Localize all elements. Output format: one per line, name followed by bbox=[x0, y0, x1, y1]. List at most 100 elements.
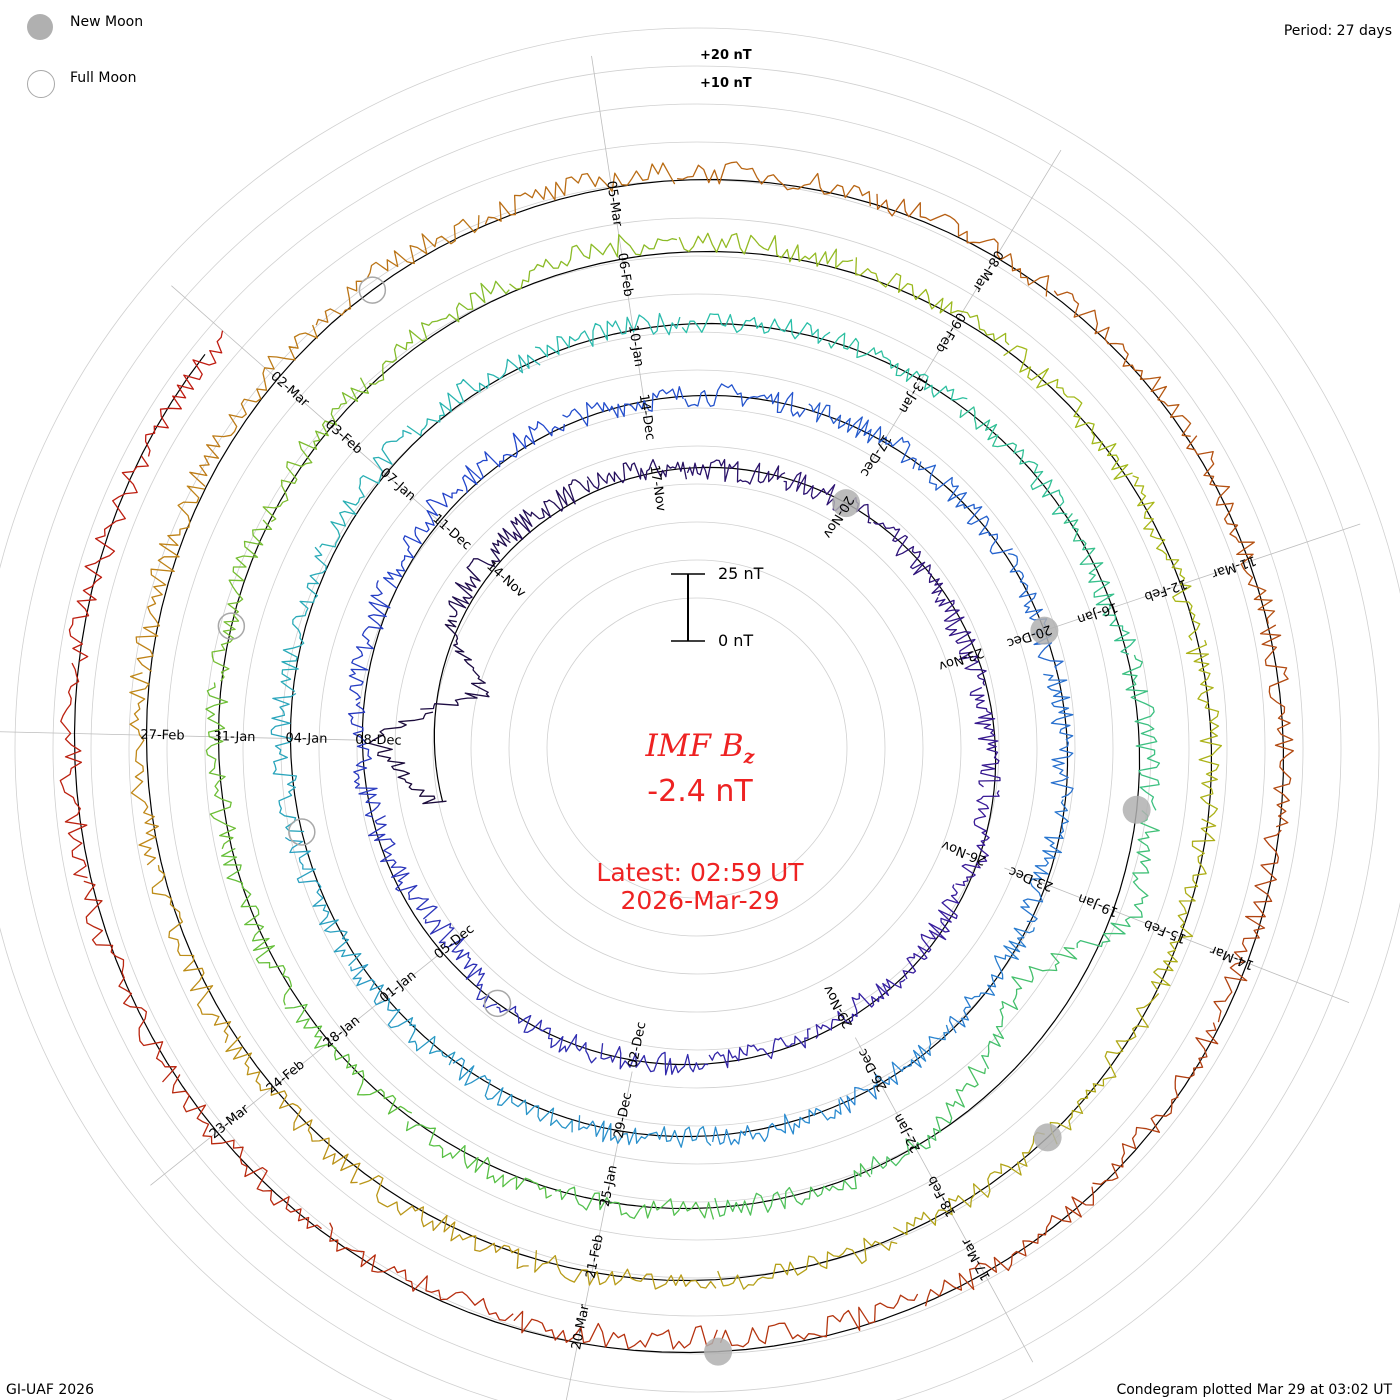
bz-trace-segment bbox=[220, 847, 293, 1006]
grid-ring bbox=[166, 217, 1228, 1279]
parameter-name: IMF B bbox=[645, 728, 744, 764]
bz-trace-segment bbox=[684, 383, 807, 418]
bz-trace-segment bbox=[959, 406, 1068, 515]
bz-trace-segment bbox=[969, 686, 1001, 788]
grid-ring bbox=[14, 65, 1380, 1400]
date-label: 24-Feb bbox=[264, 1057, 308, 1096]
date-label: 18-Feb bbox=[925, 1173, 959, 1219]
date-label: 27-Feb bbox=[140, 728, 185, 744]
bz-trace-segment bbox=[502, 479, 590, 542]
day-spoke bbox=[1009, 523, 1361, 643]
bz-trace-segment bbox=[1185, 639, 1223, 818]
bz-trace-segment bbox=[783, 471, 872, 524]
bz-trace-segment bbox=[284, 836, 362, 967]
full-moon-marker bbox=[358, 276, 387, 304]
bz-trace-segment bbox=[555, 1186, 715, 1220]
bz-trace-segment bbox=[1043, 673, 1074, 799]
bz-trace-segment bbox=[934, 596, 987, 686]
bz-trace-segment bbox=[586, 458, 688, 490]
bz-trace-segment bbox=[262, 377, 370, 523]
day-spoke bbox=[591, 55, 648, 422]
grid-ring bbox=[470, 521, 924, 975]
parameter-title: IMF Bz bbox=[0, 728, 1400, 768]
credit-label: GI-UAF 2026 bbox=[6, 1382, 94, 1398]
bz-trace-segment bbox=[534, 1250, 717, 1290]
bz-trace-segment bbox=[948, 927, 1035, 1034]
date-label: 23-Mar bbox=[207, 1101, 253, 1142]
day-spoke bbox=[1004, 867, 1350, 1004]
zero-line bbox=[73, 178, 1285, 1354]
date-label: 11-Dec bbox=[429, 511, 474, 553]
bz-trace-segment bbox=[1003, 345, 1133, 480]
bz-trace-segment bbox=[1008, 552, 1064, 671]
bz-trace-segment bbox=[144, 330, 224, 457]
bz-trace-segment bbox=[151, 864, 232, 1044]
bz-trace-segment bbox=[368, 815, 438, 920]
bz-trace-segment bbox=[405, 1121, 552, 1199]
scale-bar-top-label: 25 nT bbox=[718, 564, 764, 583]
date-label: 17-Nov bbox=[646, 464, 668, 513]
latest-date: 2026-Mar-29 bbox=[620, 886, 780, 915]
bz-trace-segment bbox=[1259, 624, 1294, 828]
bz-trace-segment bbox=[270, 692, 305, 833]
bz-trace-segment bbox=[424, 919, 498, 1009]
bz-trace-segment bbox=[1020, 799, 1069, 923]
date-label: 21-Feb bbox=[583, 1233, 606, 1279]
date-label: 22-Jan bbox=[891, 1111, 924, 1155]
date-label: 29-Nov bbox=[820, 982, 856, 1030]
bz-trace-segment bbox=[686, 458, 786, 485]
new-moon-marker bbox=[1122, 795, 1151, 824]
full-moon-marker bbox=[483, 989, 512, 1018]
bz-trace-segment bbox=[452, 1057, 573, 1133]
parameter-value: -2.4 nT bbox=[647, 774, 753, 809]
bz-trace-segment bbox=[839, 1024, 950, 1114]
period-label: Period: 27 days bbox=[1283, 23, 1392, 39]
bz-trace-segment bbox=[83, 880, 177, 1083]
date-label: 03-Feb bbox=[322, 417, 365, 457]
bz-trace-segment bbox=[534, 312, 681, 358]
date-label: 09-Feb bbox=[932, 309, 968, 355]
bz-trace-segment bbox=[1150, 818, 1217, 991]
bz-trace-segment bbox=[855, 257, 1010, 346]
day-spoke bbox=[565, 1071, 633, 1400]
date-label: 13-Jan bbox=[895, 372, 930, 416]
bz-trace-segment bbox=[462, 421, 565, 493]
grid-ring bbox=[280, 331, 1114, 1165]
new-moon-marker bbox=[1033, 1123, 1062, 1152]
parameter-subscript: z bbox=[743, 746, 755, 769]
bz-trace-segment bbox=[1092, 1022, 1219, 1185]
bz-trace-segment bbox=[955, 790, 1000, 887]
bz-trace-segment bbox=[924, 1186, 1095, 1307]
bz-trace-segment bbox=[383, 488, 464, 589]
date-label: 14-Dec bbox=[636, 393, 658, 441]
grid-ring bbox=[432, 483, 962, 1013]
bz-trace-segment bbox=[319, 429, 412, 548]
new-moon-legend-icon bbox=[27, 14, 53, 40]
grid-ring bbox=[52, 103, 1342, 1393]
grid-ring bbox=[508, 559, 886, 937]
bz-trace-segment bbox=[369, 280, 510, 385]
bz-trace-segment bbox=[828, 332, 968, 401]
date-label: 17-Dec bbox=[857, 432, 894, 479]
bz-trace-segment bbox=[917, 461, 1013, 555]
bz-trace-segment bbox=[359, 1175, 529, 1269]
bz-trace-segment bbox=[719, 1293, 919, 1348]
moon-markers bbox=[217, 276, 1151, 1366]
date-label: 10-Jan bbox=[625, 324, 646, 368]
bz-trace-segment bbox=[870, 1066, 987, 1175]
bz-trace-segment bbox=[513, 1310, 718, 1350]
date-label: 14-Nov bbox=[483, 559, 528, 601]
new-moon-marker bbox=[1030, 616, 1059, 645]
grid-ring bbox=[90, 141, 1304, 1355]
bz-trace-segment bbox=[678, 232, 854, 269]
bz-trace-segment bbox=[600, 1043, 709, 1076]
bz-trace-segment bbox=[708, 1028, 811, 1069]
bz-trace-segment bbox=[1186, 435, 1276, 624]
grid-rings bbox=[0, 27, 1400, 1400]
date-label: 25-Jan bbox=[598, 1164, 621, 1208]
date-label: 07-Jan bbox=[377, 465, 418, 504]
bz-trace-segment bbox=[448, 532, 511, 618]
bz-series bbox=[59, 161, 1294, 1350]
full-moon-legend-label: Full Moon bbox=[70, 70, 137, 86]
